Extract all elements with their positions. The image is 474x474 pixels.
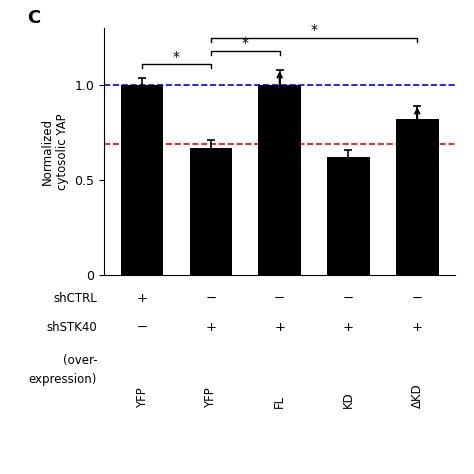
Text: (over-: (over- [63,354,97,367]
Text: expression): expression) [29,373,97,386]
Text: *: * [173,49,180,64]
Text: +: + [343,320,354,334]
Text: +: + [205,320,217,334]
Text: −: − [205,292,217,305]
Text: −: − [343,292,354,305]
Text: *: * [310,23,318,37]
Text: −: − [411,292,423,305]
Text: C: C [27,9,40,27]
Text: −: − [274,292,285,305]
Text: KD: KD [342,391,355,408]
Text: ΔKD: ΔKD [410,383,424,408]
Text: +: + [412,320,423,334]
Bar [190,148,232,275]
Bar [327,157,370,275]
Text: FL: FL [273,394,286,408]
Text: shCTRL: shCTRL [54,292,97,305]
Text: −: − [137,320,148,334]
Text: shSTK40: shSTK40 [46,320,97,334]
Text: +: + [137,292,147,305]
Text: *: * [242,36,249,50]
Text: YFP: YFP [136,387,149,408]
Text: +: + [274,320,285,334]
Bar [121,85,164,275]
Text: YFP: YFP [204,387,218,408]
Y-axis label: Normalized
cytosolic YAP: Normalized cytosolic YAP [41,113,69,190]
Bar [396,119,438,275]
Bar [258,85,301,275]
